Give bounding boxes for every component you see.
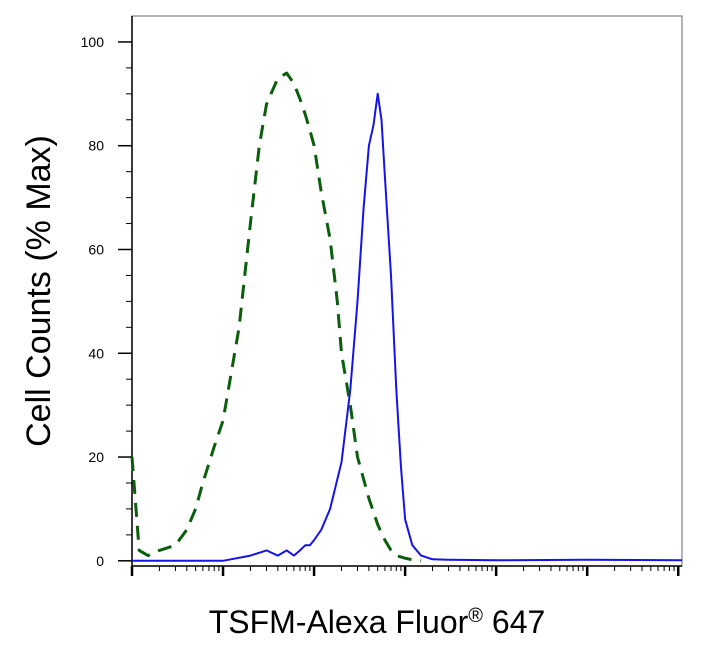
control-histogram-line bbox=[130, 71, 422, 563]
series-layer bbox=[130, 71, 683, 563]
x-axis-label-suffix: 647 bbox=[483, 604, 545, 640]
x-axis bbox=[130, 565, 682, 576]
y-tick-label: 20 bbox=[88, 449, 104, 465]
y-tick-label: 60 bbox=[88, 241, 104, 257]
y-tick-label: 80 bbox=[88, 138, 104, 154]
y-tick-label: 100 bbox=[81, 34, 105, 50]
x-axis-label-superscript: ® bbox=[468, 605, 483, 627]
y-axis-label: Cell Counts (% Max) bbox=[20, 135, 58, 447]
x-axis-label-main: TSFM-Alexa Fluor bbox=[209, 604, 469, 640]
y-tick-label: 0 bbox=[96, 553, 104, 569]
plot-area bbox=[131, 15, 683, 567]
plot-frame bbox=[131, 15, 683, 567]
x-axis-label: TSFM-Alexa Fluor® 647 bbox=[209, 604, 546, 640]
y-axis: 0 20 40 60 80 100 bbox=[81, 16, 133, 569]
y-tick-label: 40 bbox=[88, 345, 104, 361]
stained-histogram-line bbox=[132, 92, 683, 562]
